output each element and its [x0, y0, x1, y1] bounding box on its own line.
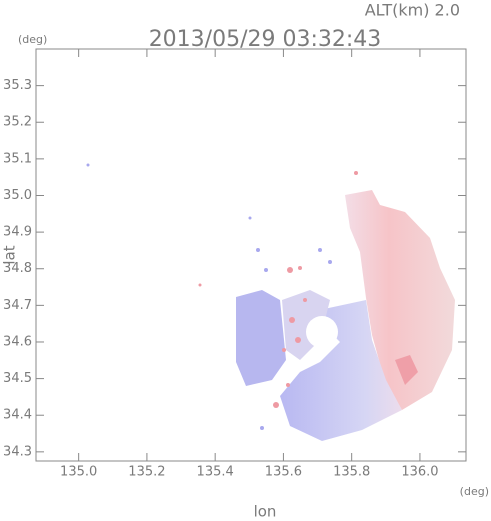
y-tick-label: 34.8 [3, 261, 32, 276]
axes: 135.0 135.2 135.4 135.6 135.8 136.0 34.3 34.4 34… [3, 49, 466, 480]
y-tick-label: 35.2 [3, 115, 32, 130]
y-tick-label: 34.9 [3, 225, 32, 240]
y-unit: (deg) [18, 33, 47, 46]
x-tick-label: 135.6 [265, 465, 302, 480]
y-tick-label: 35.3 [3, 78, 32, 93]
x-unit: (deg) [460, 485, 489, 498]
x-tick-label: 135.0 [60, 465, 97, 480]
y-tick-label: 35.1 [3, 151, 32, 166]
x-tick-label: 135.4 [197, 465, 234, 480]
y-tick-label: 34.3 [3, 444, 32, 459]
y-tick-label: 34.7 [3, 298, 32, 313]
y-tick-label: 34.4 [3, 408, 32, 423]
y-tick-label: 34.6 [3, 334, 32, 349]
x-tick-label: 135.2 [128, 465, 165, 480]
x-tick-label: 135.8 [333, 465, 370, 480]
y-axis-label: lat [1, 245, 19, 264]
chart-title: 2013/05/29 03:32:43 [149, 27, 382, 52]
altitude-label: ALT(km) 2.0 [365, 1, 460, 20]
plot-frame [35, 48, 467, 462]
y-tick-label: 35.0 [3, 188, 32, 203]
x-axis-label: lon [254, 503, 277, 521]
y-tick-label: 34.5 [3, 371, 32, 386]
x-tick-label: 136.0 [401, 465, 438, 480]
radar-echo [86, 163, 455, 441]
